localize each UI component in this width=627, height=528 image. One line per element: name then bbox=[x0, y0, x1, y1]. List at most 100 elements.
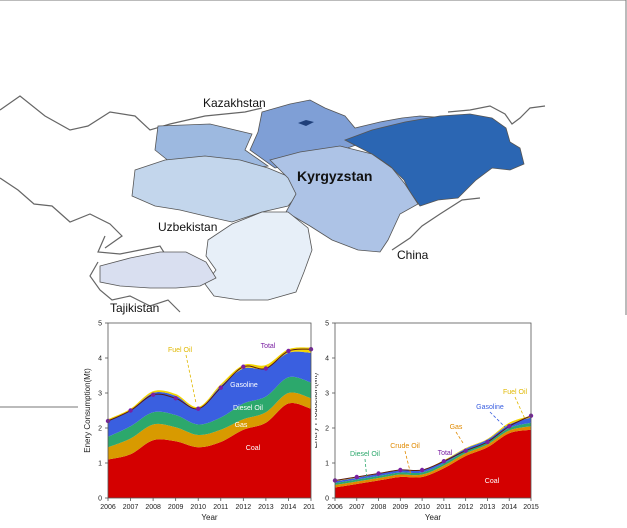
region-southwest bbox=[99, 251, 217, 289]
label-kyrgyzstan: Kyrgyzstan bbox=[297, 168, 372, 184]
production-xtick-2014: 2014 bbox=[501, 504, 517, 511]
consumption-chart: 0 1 2 3 4 5 2006 2007 2008 2009 2010 2011 2012 2013 20… bbox=[78, 315, 319, 523]
production-xlabel: Year bbox=[425, 513, 442, 522]
production-total-point-2008 bbox=[376, 471, 381, 476]
production-total-point-2012 bbox=[463, 448, 468, 453]
production-annot-line-diesel_oil bbox=[364, 458, 368, 481]
production-annot-line-gasoline bbox=[489, 411, 508, 430]
label-kazakhstan: Kazakhstan bbox=[203, 96, 266, 110]
label-china: China bbox=[397, 248, 429, 262]
production-area-diesel-oil bbox=[335, 422, 531, 486]
label-tajikistan: Tajikistan bbox=[110, 301, 159, 315]
consumption-area-diesel-oil bbox=[108, 376, 311, 448]
consumption-xtick-2008: 2008 bbox=[145, 504, 161, 511]
production-total-point-2011 bbox=[441, 459, 447, 464]
consumption-ytick-1: 1 bbox=[98, 461, 102, 468]
consumption-ytick-4: 4 bbox=[98, 356, 102, 363]
tajikistan-border bbox=[89, 261, 181, 313]
consumption-total-line bbox=[107, 348, 312, 422]
china-south-border bbox=[391, 197, 481, 251]
consumption-xtick-2013: 2013 bbox=[258, 504, 274, 511]
consumption-xtick-2011: 2011 bbox=[213, 504, 228, 511]
consumption-total-point-2010 bbox=[196, 406, 201, 411]
production-ytick-4: 4 bbox=[325, 356, 329, 363]
production-ylabel: Enery Production(Mt) bbox=[315, 372, 319, 448]
production-xtick-2007: 2007 bbox=[349, 504, 365, 511]
map: Kazakhstan Kyrgyzstan Uzbekistan China T… bbox=[0, 0, 627, 408]
consumption-area-gas bbox=[108, 392, 311, 460]
region-central bbox=[269, 145, 419, 253]
consumption-total-point-2014 bbox=[286, 348, 291, 354]
consumption-annot-gas: Gas bbox=[235, 422, 248, 429]
production-area-coal bbox=[335, 429, 531, 498]
production-annot-line-gas bbox=[455, 431, 464, 444]
consumption-xtick-2014: 2014 bbox=[281, 504, 297, 511]
china-north-border bbox=[447, 105, 546, 125]
production-annot-fuel_oil: Fuel Oil bbox=[503, 389, 528, 396]
consumption-xtick-2010: 2010 bbox=[190, 504, 206, 511]
production-annot-gas: Gas bbox=[450, 424, 463, 431]
consumption-chart-svg: 0 1 2 3 4 5 2006 2007 2008 2009 2010 2011 2012 2013 20… bbox=[83, 321, 319, 523]
production-area-crude-oil bbox=[335, 426, 531, 488]
consumption-annot-diesel_oil: Diesel Oil bbox=[233, 405, 263, 412]
consumption-area-coal bbox=[108, 403, 311, 498]
production-area-gasoline bbox=[335, 417, 531, 483]
production-xtick-2008: 2008 bbox=[371, 504, 387, 511]
region-west bbox=[131, 155, 301, 223]
production-annot-crude_oil: Crude Oil bbox=[390, 443, 420, 450]
consumption-annot-total: Total bbox=[261, 343, 276, 350]
region-northeast bbox=[344, 113, 525, 207]
production-annot-gasoline: Gasoline bbox=[476, 404, 504, 411]
consumption-xtick-2015: 2015 bbox=[303, 504, 318, 511]
map-panel: Kazakhstan Kyrgyzstan Uzbekistan China T… bbox=[0, 0, 627, 408]
production-annot-total: Total bbox=[438, 450, 453, 457]
consumption-total-point-2011 bbox=[218, 385, 223, 390]
consumption-total-point-2008 bbox=[150, 392, 156, 397]
production-total-point-2013 bbox=[485, 439, 490, 445]
consumption-xtick-2012: 2012 bbox=[236, 504, 252, 511]
production-xtick-2011: 2011 bbox=[436, 504, 451, 511]
production-annot-coal: Coal bbox=[485, 478, 500, 485]
consumption-xlabel: Year bbox=[201, 513, 218, 522]
consumption-total-point-2009 bbox=[173, 396, 178, 401]
kazakhstan-border bbox=[0, 95, 263, 131]
consumption-total-point-2013 bbox=[263, 366, 269, 371]
production-ytick-2: 2 bbox=[325, 426, 329, 433]
production-area-fuel-oil bbox=[335, 415, 531, 482]
consumption-ytick-3: 3 bbox=[98, 391, 102, 398]
consumption-ylabel: Enery Consumption(Mt) bbox=[83, 368, 92, 453]
production-xtick-2015: 2015 bbox=[523, 504, 539, 511]
production-total-point-2007 bbox=[354, 474, 359, 480]
production-ytick-1: 1 bbox=[325, 461, 329, 468]
consumption-plot-frame bbox=[107, 322, 312, 499]
consumption-ytick-5: 5 bbox=[98, 321, 102, 328]
production-annot-diesel_oil: Diesel Oil bbox=[350, 451, 380, 458]
consumption-area-fuel-oil bbox=[108, 347, 311, 421]
production-total-point-2009 bbox=[398, 467, 403, 473]
production-chart-svg: 0 1 2 3 4 5 2006 2007 2008 2009 2010 2011 2012 2013 20… bbox=[310, 321, 539, 523]
consumption-annot-gasoline: Gasoline bbox=[230, 382, 258, 389]
production-total-point-2014 bbox=[507, 424, 512, 429]
consumption-xtick-2007: 2007 bbox=[123, 504, 139, 511]
production-xtick-2012: 2012 bbox=[458, 504, 474, 511]
consumption-total-point-2007 bbox=[128, 408, 133, 413]
production-annot-line-fuel_oil bbox=[514, 396, 526, 420]
production-ytick-3: 3 bbox=[325, 391, 329, 398]
consumption-annot-fuel_oil: Fuel Oil bbox=[168, 347, 193, 354]
lake-issyk-kul bbox=[298, 120, 314, 126]
consumption-annot-coal: Coal bbox=[246, 445, 261, 452]
production-ytick-0: 0 bbox=[325, 496, 329, 503]
production-total-point-2010 bbox=[419, 467, 425, 473]
production-xtick-2009: 2009 bbox=[393, 504, 409, 511]
label-uzbekistan: Uzbekistan bbox=[158, 220, 217, 234]
production-total-line bbox=[334, 415, 532, 481]
consumption-xtick-2009: 2009 bbox=[168, 504, 184, 511]
production-xtick-2010: 2010 bbox=[414, 504, 430, 511]
consumption-total-point-2012 bbox=[241, 364, 246, 369]
uzbekistan-border bbox=[0, 177, 123, 249]
production-chart: 0 1 2 3 4 5 2006 2007 2008 2009 2010 2011 2012 2013 20… bbox=[310, 315, 627, 523]
production-xtick-2006: 2006 bbox=[327, 504, 343, 511]
production-xtick-2013: 2013 bbox=[480, 504, 496, 511]
consumption-ytick-2: 2 bbox=[98, 426, 102, 433]
consumption-annot-line-fuel_oil bbox=[185, 354, 197, 404]
